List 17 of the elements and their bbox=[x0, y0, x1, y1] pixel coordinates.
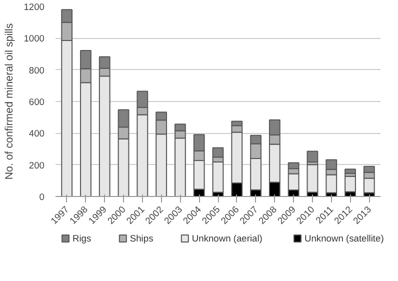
y-tick-label: 800 bbox=[28, 65, 45, 76]
y-axis-title: No. of confirmed mineral oil spills bbox=[4, 23, 16, 180]
bar bbox=[306, 164, 318, 193]
y-tick-label: 1200 bbox=[24, 2, 45, 12]
bar bbox=[306, 150, 318, 162]
bar bbox=[344, 176, 356, 192]
y-tick-label: 0 bbox=[39, 192, 45, 202]
y-tick-label: 600 bbox=[28, 97, 45, 107]
legend-label: Unknown (aerial) bbox=[192, 234, 262, 244]
legend-label: Ships bbox=[130, 234, 154, 244]
bar bbox=[212, 161, 224, 193]
bar bbox=[344, 168, 356, 174]
y-tick-label: 200 bbox=[28, 160, 45, 170]
legend-label: Unknown (satellite) bbox=[304, 234, 384, 244]
y-tick-label: 400 bbox=[28, 128, 45, 139]
y-tick-label: 1000 bbox=[24, 34, 45, 44]
legend-label: Rigs bbox=[72, 234, 92, 244]
